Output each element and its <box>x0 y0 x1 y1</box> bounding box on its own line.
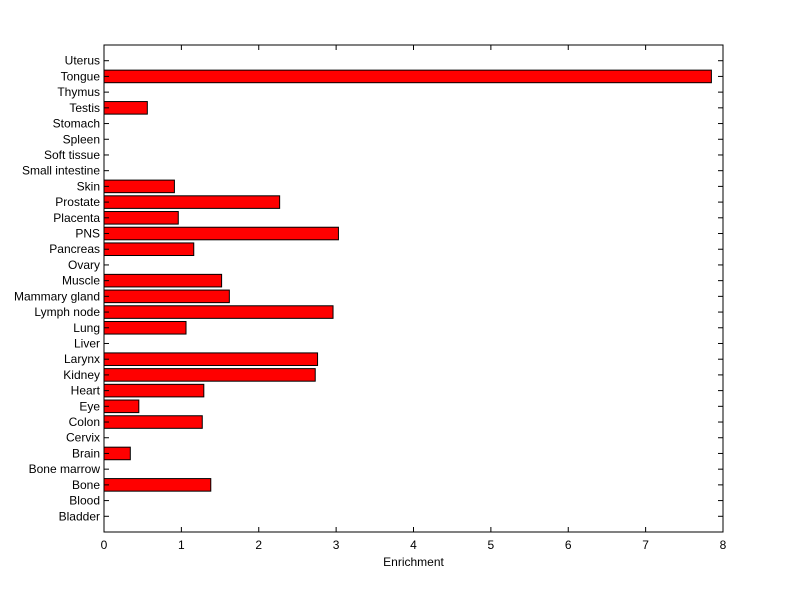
x-tick-label: 1 <box>178 538 185 552</box>
y-tick-label: Mammary gland <box>14 289 100 303</box>
bar-bone <box>103 478 212 492</box>
y-tick-label: Tongue <box>61 69 101 83</box>
y-tick-label: Liver <box>74 336 100 350</box>
bar-lymph-node <box>103 305 334 319</box>
bar-testis <box>103 101 148 115</box>
bar-heart <box>103 383 205 398</box>
y-tick-label: Soft tissue <box>44 148 100 162</box>
y-tick-label: Testis <box>69 101 100 115</box>
y-tick-label: Spleen <box>63 132 100 146</box>
y-tick-label: Brain <box>72 446 100 460</box>
y-tick-label: Pancreas <box>49 242 100 256</box>
bar-skin <box>103 179 175 194</box>
y-tick-label: Larynx <box>64 352 100 366</box>
x-tick-label: 3 <box>333 538 340 552</box>
y-tick-label: Kidney <box>63 368 100 382</box>
y-tick-label: Skin <box>77 179 100 193</box>
bar-pancreas <box>103 242 195 257</box>
bar-prostate <box>103 195 281 209</box>
bar-mammary-gland <box>103 289 230 304</box>
x-tick-label: 6 <box>565 538 572 552</box>
bar-tongue <box>103 69 712 84</box>
x-tick-label: 5 <box>488 538 495 552</box>
bar-placenta <box>103 211 179 225</box>
bar-lung <box>103 320 187 335</box>
y-tick-label: PNS <box>75 227 100 241</box>
y-tick-label: Colon <box>69 415 100 429</box>
y-tick-label: Ovary <box>68 258 100 272</box>
bar-eye <box>103 399 140 414</box>
y-tick-label: Muscle <box>62 274 100 288</box>
y-tick-label: Eye <box>79 399 100 413</box>
y-tick-label: Cervix <box>66 431 100 445</box>
y-tick-label: Prostate <box>55 195 100 209</box>
y-tick-label: Uterus <box>65 54 100 68</box>
y-tick-label: Blood <box>69 494 100 508</box>
x-tick-label: 8 <box>720 538 727 552</box>
bar-pns <box>103 226 339 241</box>
bar-kidney <box>103 368 316 382</box>
y-tick-label: Placenta <box>53 211 100 225</box>
y-tick-label: Bladder <box>59 509 100 523</box>
x-tick-label: 7 <box>642 538 649 552</box>
bar-larynx <box>103 352 319 366</box>
y-tick-label: Lymph node <box>34 305 100 319</box>
y-tick-label: Thymus <box>57 85 100 99</box>
bar-muscle <box>103 273 223 288</box>
x-tick-label: 2 <box>255 538 262 552</box>
y-tick-label: Small intestine <box>22 164 100 178</box>
y-tick-label: Heart <box>71 384 101 398</box>
x-axis-label: Enrichment <box>383 555 444 569</box>
bar-colon <box>103 415 203 429</box>
ticks-group <box>103 45 724 532</box>
y-tick-label: Bone <box>72 478 100 492</box>
y-tick-label: Lung <box>73 321 100 335</box>
x-tick-label: 0 <box>101 538 108 552</box>
y-tick-label: Stomach <box>53 117 100 131</box>
y-tick-label: Bone marrow <box>29 462 101 476</box>
bars-group <box>103 69 712 492</box>
axes-frame <box>103 44 724 533</box>
x-tick-label: 4 <box>410 538 417 552</box>
